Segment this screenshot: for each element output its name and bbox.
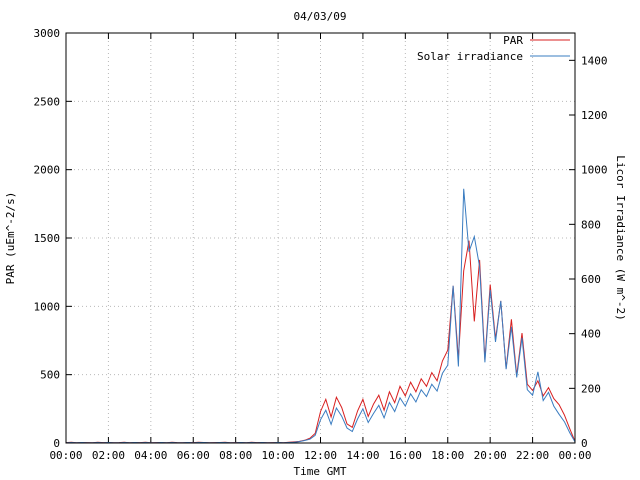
- x-tick-label: 22:00: [516, 449, 549, 462]
- y-right-tick-label: 1400: [581, 54, 608, 67]
- x-axis-label: Time GMT: [294, 465, 347, 478]
- y-right-tick-label: 800: [581, 218, 601, 231]
- x-tick-label: 20:00: [474, 449, 507, 462]
- x-tick-label: 10:00: [262, 449, 295, 462]
- y-left-tick-label: 2500: [34, 95, 61, 108]
- y-right-tick-label: 400: [581, 328, 601, 341]
- tick-labels: 00:00 02:00 04:00 06:00 08:00 10:00 12:00 14:00…: [34, 27, 608, 462]
- y-right-tick-label: 200: [581, 382, 601, 395]
- plot-border: [65, 32, 576, 444]
- legend-label-solar: Solar irradiance: [417, 50, 523, 63]
- x-tick-label: 08:00: [219, 449, 252, 462]
- x-tick-label: 04:00: [134, 449, 167, 462]
- x-tick-label: 14:00: [346, 449, 379, 462]
- y-right-tick-label: 600: [581, 273, 601, 286]
- y-left-tick-label: 500: [40, 369, 60, 382]
- legend-label-par: PAR: [503, 34, 523, 47]
- y-left-tick-label: 1500: [34, 232, 61, 245]
- x-tick-label: 00:00: [49, 449, 82, 462]
- series-lines: [65, 188, 576, 444]
- grid-lines: [65, 32, 576, 444]
- legend: PAR Solar irradiance: [417, 34, 570, 63]
- x-tick-label: 16:00: [389, 449, 422, 462]
- x-tick-label: 06:00: [177, 449, 210, 462]
- y-axis-label-left: PAR (uEm^-2/s): [4, 192, 17, 285]
- chart-title: 04/03/09: [294, 10, 347, 23]
- y-right-tick-label: 1200: [581, 109, 608, 122]
- y-left-tick-label: 0: [53, 437, 60, 450]
- y-left-tick-label: 1000: [34, 300, 61, 313]
- series-line-solar-irradiance: [65, 188, 576, 444]
- y-axis-label-right: Licor Irradiance (W m^-2): [614, 155, 627, 321]
- x-tick-label: 00:00: [558, 449, 591, 462]
- y-right-tick-label: 1000: [581, 164, 608, 177]
- x-tick-label: 18:00: [431, 449, 464, 462]
- x-tick-label: 12:00: [304, 449, 337, 462]
- y-left-tick-label: 3000: [34, 27, 61, 40]
- y-left-tick-label: 2000: [34, 164, 61, 177]
- x-tick-label: 02:00: [92, 449, 125, 462]
- y-right-tick-label: 0: [581, 437, 588, 450]
